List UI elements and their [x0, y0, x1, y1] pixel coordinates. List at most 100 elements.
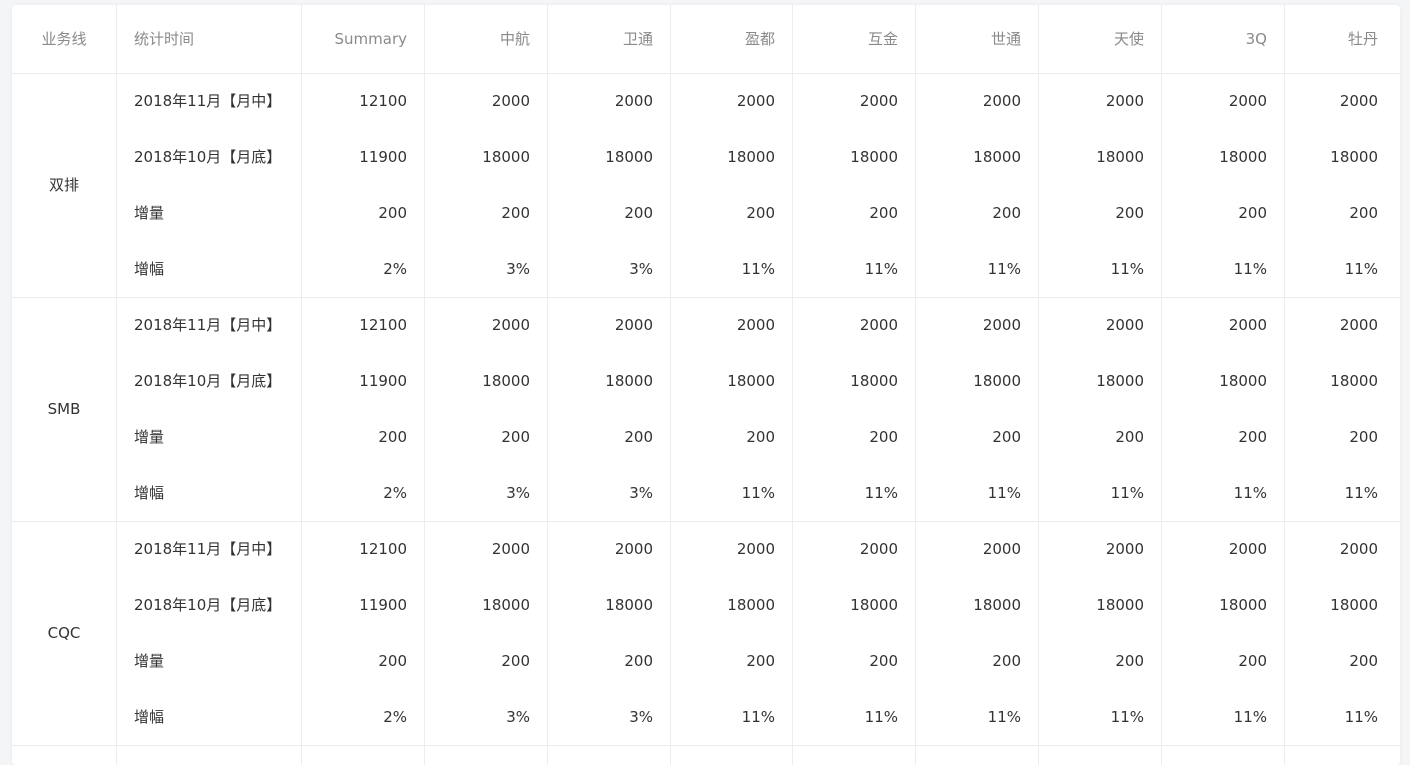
- cell-value: 2000: [1339, 540, 1378, 558]
- column-divider: [792, 5, 793, 765]
- cell-value: 3%: [629, 708, 653, 726]
- cell-value: 11%: [1110, 708, 1144, 726]
- cell-value: 200: [746, 652, 775, 670]
- cell-value: 18000: [1219, 372, 1267, 390]
- column-divider: [547, 5, 548, 765]
- cell-value: 200: [501, 204, 530, 222]
- cell-value: 18000: [1330, 596, 1378, 614]
- cell-value: 11%: [741, 708, 775, 726]
- cell-value: 11%: [1233, 260, 1267, 278]
- cell-value: 200: [1115, 652, 1144, 670]
- column-header: 天使: [1113, 30, 1144, 48]
- cell-value: 11900: [359, 596, 407, 614]
- cell-value: 200: [501, 652, 530, 670]
- cell-value: 200: [624, 428, 653, 446]
- cell-value: 200: [869, 204, 898, 222]
- cell-value: 11%: [864, 260, 898, 278]
- cell-value: 18000: [850, 148, 898, 166]
- group-name: SMB: [47, 400, 81, 418]
- data-table: 业务线 统计时间 Summary 中航 卫通 盈都 互金 世通 天使 3Q 牡丹 双排 2018年11月…: [12, 5, 1400, 765]
- cell-value: 11%: [1110, 260, 1144, 278]
- column-header: 中航: [499, 30, 530, 48]
- cell-value: 18000: [482, 372, 530, 390]
- cell-value: 18000: [482, 596, 530, 614]
- cell-value: 12100: [359, 316, 407, 334]
- column-divider: [424, 5, 425, 765]
- cell-value: 2000: [1228, 316, 1267, 334]
- row-divider: [12, 521, 1400, 522]
- cell-value: 3%: [629, 260, 653, 278]
- cell-value: 11%: [1344, 260, 1378, 278]
- cell-value: 18000: [850, 596, 898, 614]
- cell-value: 2000: [736, 92, 775, 110]
- column-header: 互金: [867, 30, 898, 48]
- row-label: 2018年11月【月中】: [134, 540, 282, 558]
- cell-value: 18000: [605, 372, 653, 390]
- column-divider: [670, 5, 671, 765]
- cell-value: 2000: [614, 540, 653, 558]
- cell-value: 200: [1238, 652, 1267, 670]
- column-header: 3Q: [1245, 30, 1267, 48]
- cell-value: 18000: [1330, 372, 1378, 390]
- cell-value: 11%: [1110, 484, 1144, 502]
- cell-value: 2000: [736, 540, 775, 558]
- cell-value: 11%: [1233, 484, 1267, 502]
- row-label: 2018年10月【月底】: [134, 596, 282, 614]
- cell-value: 11%: [741, 260, 775, 278]
- cell-value: 11%: [987, 484, 1021, 502]
- cell-value: 18000: [1096, 148, 1144, 166]
- cell-value: 2000: [859, 540, 898, 558]
- cell-value: 18000: [973, 148, 1021, 166]
- cell-value: 11%: [1344, 708, 1378, 726]
- cell-value: 18000: [1219, 596, 1267, 614]
- cell-value: 18000: [727, 148, 775, 166]
- cell-value: 200: [992, 204, 1021, 222]
- cell-value: 200: [624, 652, 653, 670]
- row-label: 2018年10月【月底】: [134, 148, 282, 166]
- cell-value: 200: [992, 652, 1021, 670]
- cell-value: 18000: [973, 372, 1021, 390]
- cell-value: 11%: [1344, 484, 1378, 502]
- cell-value: 18000: [850, 372, 898, 390]
- cell-value: 200: [1115, 428, 1144, 446]
- cell-value: 2000: [859, 316, 898, 334]
- cell-value: 200: [1349, 204, 1378, 222]
- cell-value: 2000: [982, 540, 1021, 558]
- cell-value: 11%: [741, 484, 775, 502]
- cell-value: 200: [992, 428, 1021, 446]
- column-header: 卫通: [622, 30, 653, 48]
- row-divider: [12, 297, 1400, 298]
- cell-value: 11%: [987, 260, 1021, 278]
- cell-value: 18000: [1096, 372, 1144, 390]
- column-header: 统计时间: [134, 30, 195, 48]
- cell-value: 200: [1115, 204, 1144, 222]
- column-divider: [915, 5, 916, 765]
- cell-value: 200: [378, 652, 407, 670]
- row-label: 增幅: [134, 260, 165, 278]
- cell-value: 200: [746, 204, 775, 222]
- cell-value: 2%: [383, 708, 407, 726]
- cell-value: 3%: [506, 484, 530, 502]
- cell-value: 2000: [491, 540, 530, 558]
- cell-value: 18000: [727, 596, 775, 614]
- column-divider: [301, 5, 302, 765]
- cell-value: 200: [378, 204, 407, 222]
- cell-value: 200: [746, 428, 775, 446]
- row-label: 增量: [134, 204, 165, 222]
- cell-value: 200: [869, 428, 898, 446]
- cell-value: 200: [1349, 428, 1378, 446]
- cell-value: 18000: [973, 596, 1021, 614]
- cell-value: 2000: [1228, 540, 1267, 558]
- cell-value: 12100: [359, 540, 407, 558]
- cell-value: 11900: [359, 372, 407, 390]
- cell-value: 2000: [614, 92, 653, 110]
- row-label: 增量: [134, 652, 165, 670]
- cell-value: 18000: [482, 148, 530, 166]
- row-label: 2018年10月【月底】: [134, 372, 282, 390]
- cell-value: 2000: [614, 316, 653, 334]
- cell-value: 2000: [491, 92, 530, 110]
- cell-value: 2000: [1228, 92, 1267, 110]
- cell-value: 11%: [864, 708, 898, 726]
- cell-value: 2000: [491, 316, 530, 334]
